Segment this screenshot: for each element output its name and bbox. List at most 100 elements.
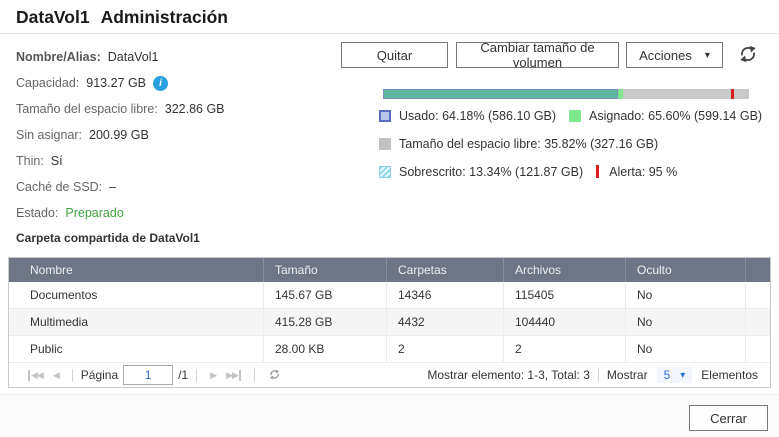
status-label: Estado: <box>16 206 59 220</box>
column-header-name[interactable]: Nombre <box>9 258 264 282</box>
legend-overwritten: Sobrescrito: 13.34% (121.87 GB) <box>379 165 583 179</box>
cell-name: Multimedia <box>9 309 264 335</box>
info-row-name: Nombre/Alias: DataVol1 <box>16 44 351 70</box>
column-header-size[interactable]: Tamaño <box>264 258 387 282</box>
pagination-right: Mostrar elemento: 1-3, Total: 3 Mostrar … <box>427 367 758 383</box>
ssd-cache-value: – <box>109 180 117 194</box>
column-header-files[interactable]: Archivos <box>504 258 626 282</box>
cell-size: 28.00 KB <box>264 336 387 362</box>
resize-volume-button[interactable]: Cambiar tamaño de volumen <box>456 40 619 70</box>
previous-page-icon[interactable]: ◀ <box>52 369 60 380</box>
page-title: DataVol1 Administración <box>16 7 228 28</box>
cell-folders: 4432 <box>387 309 504 335</box>
bar-alert-marker <box>730 89 734 99</box>
pagination-bar: ◀◀ ◀ Página /1 ▶ ▶▶ Mostrar elemento: 1-… <box>9 363 770 387</box>
last-page-icon[interactable]: ▶▶ <box>226 369 241 381</box>
legend-free: Tamaño del espacio libre: 35.82% (327.16… <box>379 137 658 151</box>
actions-button-label: Acciones <box>639 47 692 63</box>
cell-folders: 14346 <box>387 282 504 308</box>
table-row[interactable]: Documentos 145.67 GB 14346 115405 No <box>9 282 770 309</box>
alert-marker-icon <box>596 165 600 178</box>
cell-folders: 2 <box>387 336 504 362</box>
cell-size: 145.67 GB <box>264 282 387 308</box>
refresh-table-icon[interactable] <box>268 368 281 383</box>
actions-button[interactable]: Acciones ▾ <box>626 42 723 68</box>
close-button[interactable]: Cerrar <box>689 405 768 431</box>
capacity-usage-bar <box>383 89 749 99</box>
volume-name-title: DataVol1 <box>16 7 90 27</box>
cell-hidden: No <box>626 282 746 308</box>
unallocated-value: 200.99 GB <box>89 128 149 142</box>
items-label: Elementos <box>701 368 758 382</box>
next-page-icon[interactable]: ▶ <box>210 369 217 380</box>
cell-size: 415.28 GB <box>264 309 387 335</box>
page-size-value: 5 <box>663 368 671 382</box>
legend-alert: Alerta: 95 % <box>596 165 677 179</box>
legend-allocated-label: Asignado: 65.60% (599.14 GB) <box>589 108 763 123</box>
info-row-free-space: Tamaño del espacio libre: 322.86 GB <box>16 96 351 122</box>
separator <box>196 368 198 382</box>
legend-used-label: Usado: 64.18% (586.10 GB) <box>399 108 557 123</box>
cell-filler <box>746 309 770 335</box>
refresh-icon[interactable] <box>736 43 760 67</box>
table-row[interactable]: Multimedia 415.28 GB 4432 104440 No <box>9 309 770 336</box>
column-header-hidden[interactable]: Oculto <box>626 258 746 282</box>
separator <box>253 368 255 382</box>
cell-filler <box>746 336 770 362</box>
free-space-value: 322.86 GB <box>164 102 225 116</box>
info-row-ssd-cache: Caché de SSD: – <box>16 174 351 200</box>
legend-row-1: Usado: 64.18% (586.10 GB) Asignado: 65.6… <box>379 109 762 123</box>
first-page-icon[interactable]: ◀◀ <box>28 369 44 381</box>
usage-legend: Usado: 64.18% (586.10 GB) Asignado: 65.6… <box>379 109 762 193</box>
items-info-label: Mostrar elemento: 1-3, Total: 3 <box>427 368 590 382</box>
legend-alert-label: Alerta: 95 % <box>609 164 678 179</box>
cell-files: 2 <box>504 336 626 362</box>
cell-hidden: No <box>626 336 746 362</box>
page-number-input[interactable] <box>123 365 174 385</box>
column-header-folders[interactable]: Carpetas <box>387 258 504 282</box>
legend-row-2: Tamaño del espacio libre: 35.82% (327.16… <box>379 137 762 151</box>
overwritten-swatch-icon <box>379 165 391 178</box>
page-size-select[interactable]: 5 ▾ <box>656 367 693 383</box>
info-row-capacity: Capacidad: 913.27 GB i <box>16 70 351 96</box>
legend-row-3: Sobrescrito: 13.34% (121.87 GB) Alerta: … <box>379 165 762 179</box>
chevron-down-icon: ▾ <box>680 369 686 381</box>
page-label: Página <box>80 368 119 382</box>
bar-used-segment <box>383 89 618 99</box>
allocated-swatch-icon <box>569 109 582 122</box>
free-space-label: Tamaño del espacio libre: <box>16 102 158 116</box>
column-header-filler <box>746 258 770 282</box>
info-row-status: Estado: Preparado <box>16 200 351 226</box>
used-swatch-icon <box>379 109 391 122</box>
info-row-thin: Thin: Sí <box>16 148 351 174</box>
title-divider <box>0 33 779 34</box>
cell-files: 104440 <box>504 309 626 335</box>
remove-button[interactable]: Quitar <box>341 42 448 68</box>
dialog-footer: Cerrar <box>0 394 779 437</box>
cell-files: 115405 <box>504 282 626 308</box>
chevron-down-icon: ▾ <box>704 49 710 61</box>
name-label: Nombre/Alias: <box>16 50 101 64</box>
shared-folders-table: Nombre Tamaño Carpetas Archivos Oculto D… <box>8 257 771 388</box>
capacity-value: 913.27 GB <box>86 76 147 90</box>
thin-label: Thin: <box>16 154 44 168</box>
info-icon[interactable]: i <box>153 75 169 91</box>
legend-used: Usado: 64.18% (586.10 GB) <box>379 109 556 123</box>
capacity-label: Capacidad: <box>16 76 80 90</box>
cell-name: Documentos <box>9 282 264 308</box>
cell-name: Public <box>9 336 264 362</box>
cell-filler <box>746 282 770 308</box>
cell-hidden: No <box>626 309 746 335</box>
name-value: DataVol1 <box>107 50 159 64</box>
table-row[interactable]: Public 28.00 KB 2 2 No <box>9 336 770 363</box>
show-label: Mostrar <box>606 368 648 382</box>
shared-folder-heading: Carpeta compartida de DataVol1 <box>16 231 200 245</box>
unallocated-label: Sin asignar: <box>16 128 83 142</box>
free-swatch-icon <box>379 137 391 150</box>
legend-overwritten-label: Sobrescrito: 13.34% (121.87 GB) <box>399 164 584 179</box>
legend-free-label: Tamaño del espacio libre: 35.82% (327.16… <box>399 136 659 151</box>
ssd-cache-label: Caché de SSD: <box>16 180 103 194</box>
page-total-label: /1 <box>178 368 189 382</box>
legend-allocated: Asignado: 65.60% (599.14 GB) <box>569 109 762 123</box>
